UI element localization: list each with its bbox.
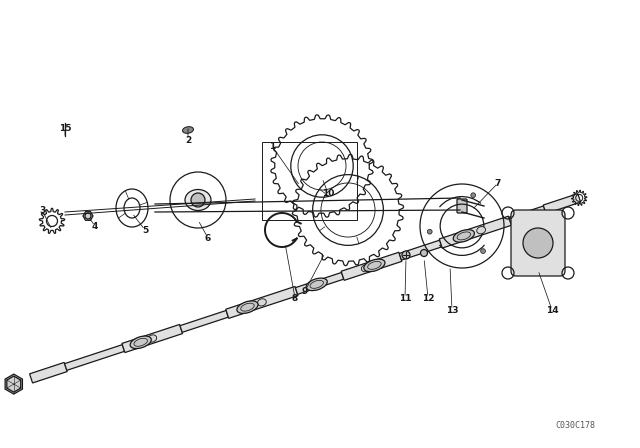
Ellipse shape xyxy=(185,190,211,211)
Polygon shape xyxy=(29,362,67,383)
Polygon shape xyxy=(226,286,298,319)
Circle shape xyxy=(523,228,553,258)
Polygon shape xyxy=(296,272,344,294)
Polygon shape xyxy=(341,252,402,280)
Text: 7: 7 xyxy=(495,178,501,188)
Ellipse shape xyxy=(182,127,193,134)
Ellipse shape xyxy=(148,335,157,342)
Ellipse shape xyxy=(453,230,474,242)
Text: 4: 4 xyxy=(92,221,98,231)
Text: 11: 11 xyxy=(399,293,412,302)
Text: 3: 3 xyxy=(39,206,45,215)
Text: 9: 9 xyxy=(302,287,308,296)
Ellipse shape xyxy=(257,299,266,306)
Text: 6: 6 xyxy=(205,233,211,242)
Ellipse shape xyxy=(237,301,258,314)
Ellipse shape xyxy=(310,280,323,289)
Polygon shape xyxy=(399,240,442,260)
Polygon shape xyxy=(180,310,228,332)
Polygon shape xyxy=(65,345,125,370)
Text: 1: 1 xyxy=(269,142,275,151)
Ellipse shape xyxy=(457,232,470,240)
Polygon shape xyxy=(83,211,93,220)
Text: 10: 10 xyxy=(322,189,334,198)
Ellipse shape xyxy=(367,261,381,269)
Text: 12: 12 xyxy=(422,293,435,302)
Polygon shape xyxy=(439,216,511,248)
Text: 2: 2 xyxy=(185,135,191,145)
Circle shape xyxy=(428,229,432,234)
Circle shape xyxy=(402,251,410,259)
Circle shape xyxy=(85,213,91,219)
Ellipse shape xyxy=(130,336,151,349)
Ellipse shape xyxy=(362,265,370,272)
Polygon shape xyxy=(543,194,580,214)
Bar xyxy=(262,142,357,220)
FancyBboxPatch shape xyxy=(457,199,467,213)
Ellipse shape xyxy=(364,259,385,271)
Text: 8: 8 xyxy=(292,293,298,302)
Circle shape xyxy=(481,249,486,254)
Text: 5: 5 xyxy=(142,225,148,234)
Polygon shape xyxy=(509,206,546,224)
Ellipse shape xyxy=(306,278,327,291)
Circle shape xyxy=(420,250,428,257)
Ellipse shape xyxy=(134,338,147,346)
Text: 13: 13 xyxy=(445,306,458,314)
Ellipse shape xyxy=(241,303,254,311)
Text: C030C178: C030C178 xyxy=(555,421,595,430)
Circle shape xyxy=(191,193,205,207)
Ellipse shape xyxy=(477,227,486,234)
Text: 14: 14 xyxy=(546,306,558,314)
Circle shape xyxy=(471,193,476,198)
FancyBboxPatch shape xyxy=(511,210,565,276)
Polygon shape xyxy=(122,324,182,353)
Polygon shape xyxy=(5,374,22,394)
Polygon shape xyxy=(7,376,20,392)
Text: 15: 15 xyxy=(59,124,71,133)
